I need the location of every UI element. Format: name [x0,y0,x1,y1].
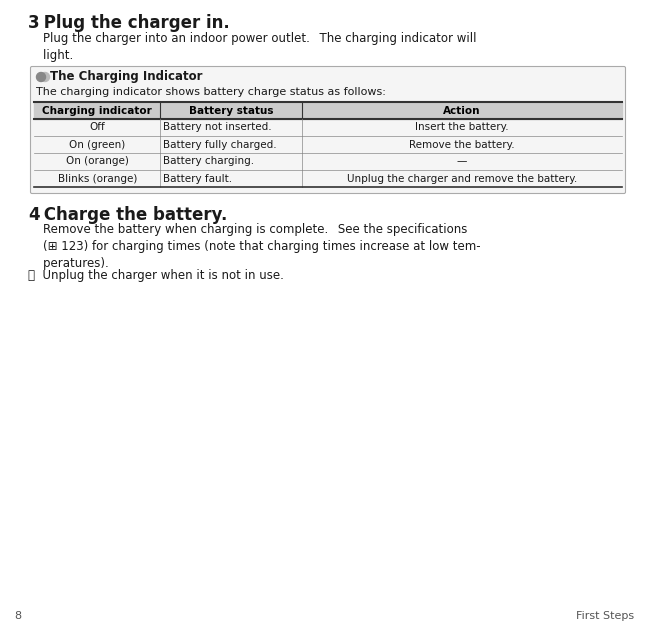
Text: Battery not inserted.: Battery not inserted. [163,123,272,133]
Text: Off: Off [89,123,105,133]
Text: Blinks (orange): Blinks (orange) [58,174,137,184]
Text: Remove the battery.: Remove the battery. [409,140,515,150]
Text: 3: 3 [28,14,40,32]
Circle shape [40,72,49,82]
Text: Battery charging.: Battery charging. [163,157,255,167]
Text: 8: 8 [14,611,21,621]
Circle shape [36,72,45,82]
Text: ⓘ  Unplug the charger when it is not in use.: ⓘ Unplug the charger when it is not in u… [28,269,284,282]
Text: First Steps: First Steps [576,611,634,621]
Text: Battery status: Battery status [189,106,273,116]
Text: The Charging Indicator: The Charging Indicator [50,70,202,83]
Text: Battery fault.: Battery fault. [163,174,233,184]
Text: On (orange): On (orange) [66,157,129,167]
Text: The charging indicator shows battery charge status as follows:: The charging indicator shows battery cha… [36,87,386,97]
Text: Remove the battery when charging is complete.  See the specifications
    (⊞ 123: Remove the battery when charging is comp… [28,223,481,270]
Bar [34,102,622,119]
Text: Unplug the charger and remove the battery.: Unplug the charger and remove the batter… [347,174,577,184]
Text: —: — [457,157,467,167]
Text: Charge the battery.: Charge the battery. [38,206,227,224]
Text: Plug the charger in.: Plug the charger in. [38,14,230,32]
Text: 4: 4 [28,206,40,224]
Text: Plug the charger into an indoor power outlet.  The charging indicator will
    l: Plug the charger into an indoor power ou… [28,32,476,62]
Text: Charging indicator: Charging indicator [42,106,152,116]
Text: Battery fully charged.: Battery fully charged. [163,140,277,150]
FancyBboxPatch shape [30,67,625,194]
Text: On (green): On (green) [69,140,125,150]
Text: Insert the battery.: Insert the battery. [415,123,509,133]
Text: Action: Action [443,106,481,116]
